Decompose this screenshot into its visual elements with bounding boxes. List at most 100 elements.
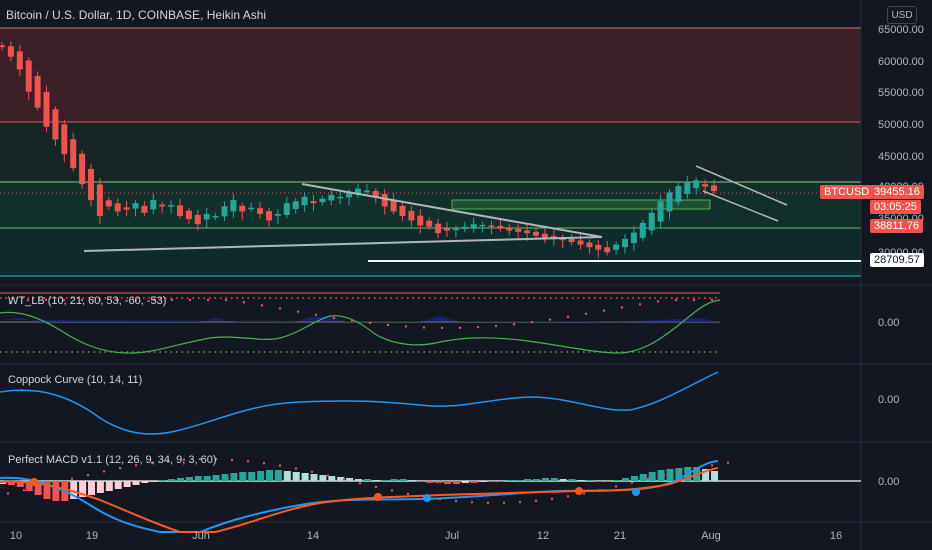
- candle-body: [604, 247, 611, 253]
- candle-body: [212, 215, 219, 218]
- macd-bar: [613, 480, 621, 481]
- candle-body: [630, 232, 637, 244]
- macd-bar: [168, 479, 176, 481]
- macd-bar: [25, 481, 33, 491]
- macd-bar: [283, 471, 291, 481]
- macd-bar: [355, 479, 362, 481]
- macd-bar: [630, 476, 638, 481]
- coppock-pane-value: 0.00: [878, 394, 899, 406]
- candle-body: [524, 230, 531, 234]
- macd-dot: [566, 495, 570, 498]
- candle-body: [25, 60, 32, 92]
- last-price-tag: 39455.16: [870, 185, 924, 199]
- candle-body: [16, 51, 23, 70]
- macd-bar: [34, 481, 42, 495]
- symbol-tag: BTCUSD: [820, 185, 874, 199]
- time-label: 10: [10, 530, 22, 542]
- price-tick: 45000.00: [878, 151, 924, 163]
- macd-blue-line: [0, 460, 719, 533]
- macd-bar: [337, 477, 345, 481]
- macd-bar: [595, 481, 603, 482]
- currency-button[interactable]: USD: [887, 6, 917, 24]
- candle-body: [239, 205, 246, 212]
- macd-bar: [292, 472, 300, 481]
- macd-bar: [346, 478, 354, 481]
- macd-bar: [559, 479, 567, 481]
- macd-bar: [390, 479, 398, 481]
- macd-dot: [438, 497, 442, 501]
- macd-dot: [38, 485, 42, 488]
- macd-bar: [105, 481, 113, 491]
- candle-body: [381, 193, 388, 207]
- wt-dot: [8, 301, 12, 305]
- time-axis[interactable]: 10 19 Jun 14 Jul 12 21 Aug 16: [10, 530, 842, 542]
- candle-body: [444, 228, 450, 231]
- wt-dot: [692, 298, 696, 302]
- wt-dot: [350, 319, 354, 322]
- wt-blue-area: [0, 316, 720, 322]
- macd-dot: [326, 474, 330, 477]
- time-label: Jul: [445, 530, 459, 542]
- candle-body: [132, 203, 139, 209]
- macd-bar: [550, 478, 558, 481]
- time-label: Aug: [701, 530, 721, 542]
- wt-dot: [476, 326, 480, 329]
- candle-body: [435, 223, 442, 234]
- macd-cross-marker-1: [30, 478, 38, 486]
- wt-green-line: [0, 299, 721, 354]
- wt-dot: [44, 298, 48, 302]
- macd-bar: [577, 480, 585, 481]
- macd-bar: [230, 473, 238, 481]
- macd-dot: [470, 501, 474, 504]
- candle-body: [177, 205, 183, 216]
- wt-pane-value: 0.00: [878, 317, 899, 329]
- candle-body: [88, 168, 94, 201]
- macd-bar: [372, 480, 380, 481]
- wt-dot: [440, 326, 444, 330]
- chart-title: Bitcoin / U.S. Dollar, 1D, COINBASE, Hei…: [6, 8, 267, 22]
- macd-bar: [328, 476, 336, 481]
- trendline-lower-support: [83, 236, 603, 252]
- macd-bar: [79, 481, 87, 497]
- candle-body: [150, 200, 157, 210]
- candle-body: [230, 200, 237, 212]
- candle-body: [7, 46, 14, 57]
- macd-dot: [262, 461, 266, 465]
- candle-body: [408, 210, 415, 221]
- wt-dot: [188, 298, 192, 302]
- macd-bar: [417, 481, 425, 482]
- candle-body: [61, 124, 68, 155]
- candle-body: [506, 227, 513, 231]
- wt-dot: [710, 298, 714, 302]
- wt-dot: [656, 300, 660, 303]
- macd-bar: [515, 480, 523, 481]
- prev-close-tag: 38811.76: [870, 219, 924, 233]
- red-resistance-zone: [0, 28, 861, 122]
- wt-dot: [602, 309, 606, 312]
- wt-dot: [422, 326, 426, 329]
- macd-bar: [639, 474, 647, 481]
- candle-body: [426, 220, 433, 227]
- candle-body: [310, 201, 317, 204]
- candle-body: [595, 244, 602, 250]
- macd-dot: [86, 473, 90, 477]
- wt-dot: [62, 298, 66, 302]
- macd-bar: [381, 480, 389, 481]
- macd-bar: [586, 480, 594, 481]
- candle-body: [399, 205, 406, 216]
- macd-bar: [533, 479, 540, 481]
- candle-body: [168, 205, 175, 207]
- price-tick: 60000.00: [878, 56, 924, 68]
- macd-bar: [96, 481, 104, 493]
- macd-dot: [102, 470, 106, 473]
- wt-dot: [260, 304, 264, 307]
- macd-bar: [604, 481, 612, 482]
- macd-pane-title: Perfect MACD v1.1 (12, 26, 9, 34, 9, 3, …: [8, 454, 217, 466]
- macd-bar: [310, 474, 318, 481]
- candle-body: [328, 194, 335, 201]
- macd-pane-value: 0.00: [878, 476, 899, 488]
- candle-body: [479, 224, 486, 227]
- candle-body: [185, 210, 192, 220]
- candle-body: [372, 191, 379, 197]
